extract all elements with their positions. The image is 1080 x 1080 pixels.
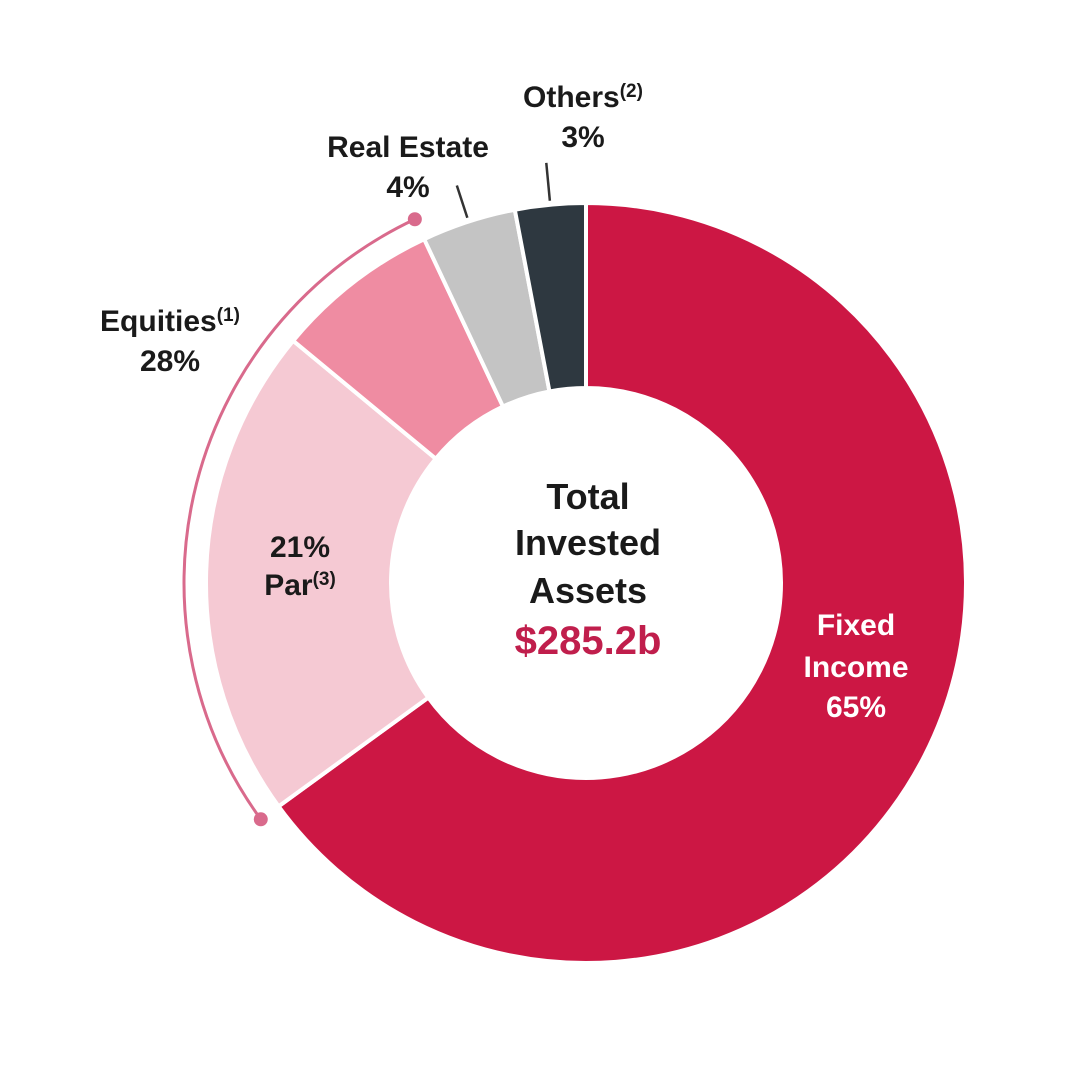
others-leader-line [545,162,552,201]
real-estate-pct-label: 4% [386,171,429,204]
others-name: Others [523,81,620,114]
fixed-income-label-line-2: Income [803,651,908,684]
center-total-value: $285.2b [515,619,662,663]
par-label: Par(3) [264,569,336,602]
center-title-line-3: Assets [529,570,647,611]
leader-lines [455,162,552,219]
equities-label: Equities(1) [100,305,240,338]
others-label: Others(2) [523,81,643,114]
equities-bracket [182,212,422,827]
equities-bracket-end-dot [407,212,422,227]
others-footnote: (2) [620,81,643,102]
fixed-income-pct-label: 65% [826,691,886,724]
slice-fixed [276,201,968,965]
center-title-line-1: Total [546,476,629,517]
equities-bracket-start-dot [253,812,268,827]
par-name: Par [264,569,313,602]
slice-others [512,201,588,394]
par-footnote: (3) [313,569,336,590]
real-estate-leader-line [455,185,469,219]
par-pct-label: 21% [270,531,330,564]
center-title-line-2: Invested [515,522,661,563]
donut-slices [204,201,968,965]
real-estate-label: Real Estate [327,131,489,164]
equities-bracket-arc [182,217,416,821]
slice-par [204,338,438,809]
equities-footnote: (1) [217,305,240,326]
equities-name: Equities [100,305,217,338]
fixed-income-label-line-1: Fixed [817,609,895,642]
others-pct-label: 3% [561,121,604,154]
equities-pct-label: 28% [140,345,200,378]
